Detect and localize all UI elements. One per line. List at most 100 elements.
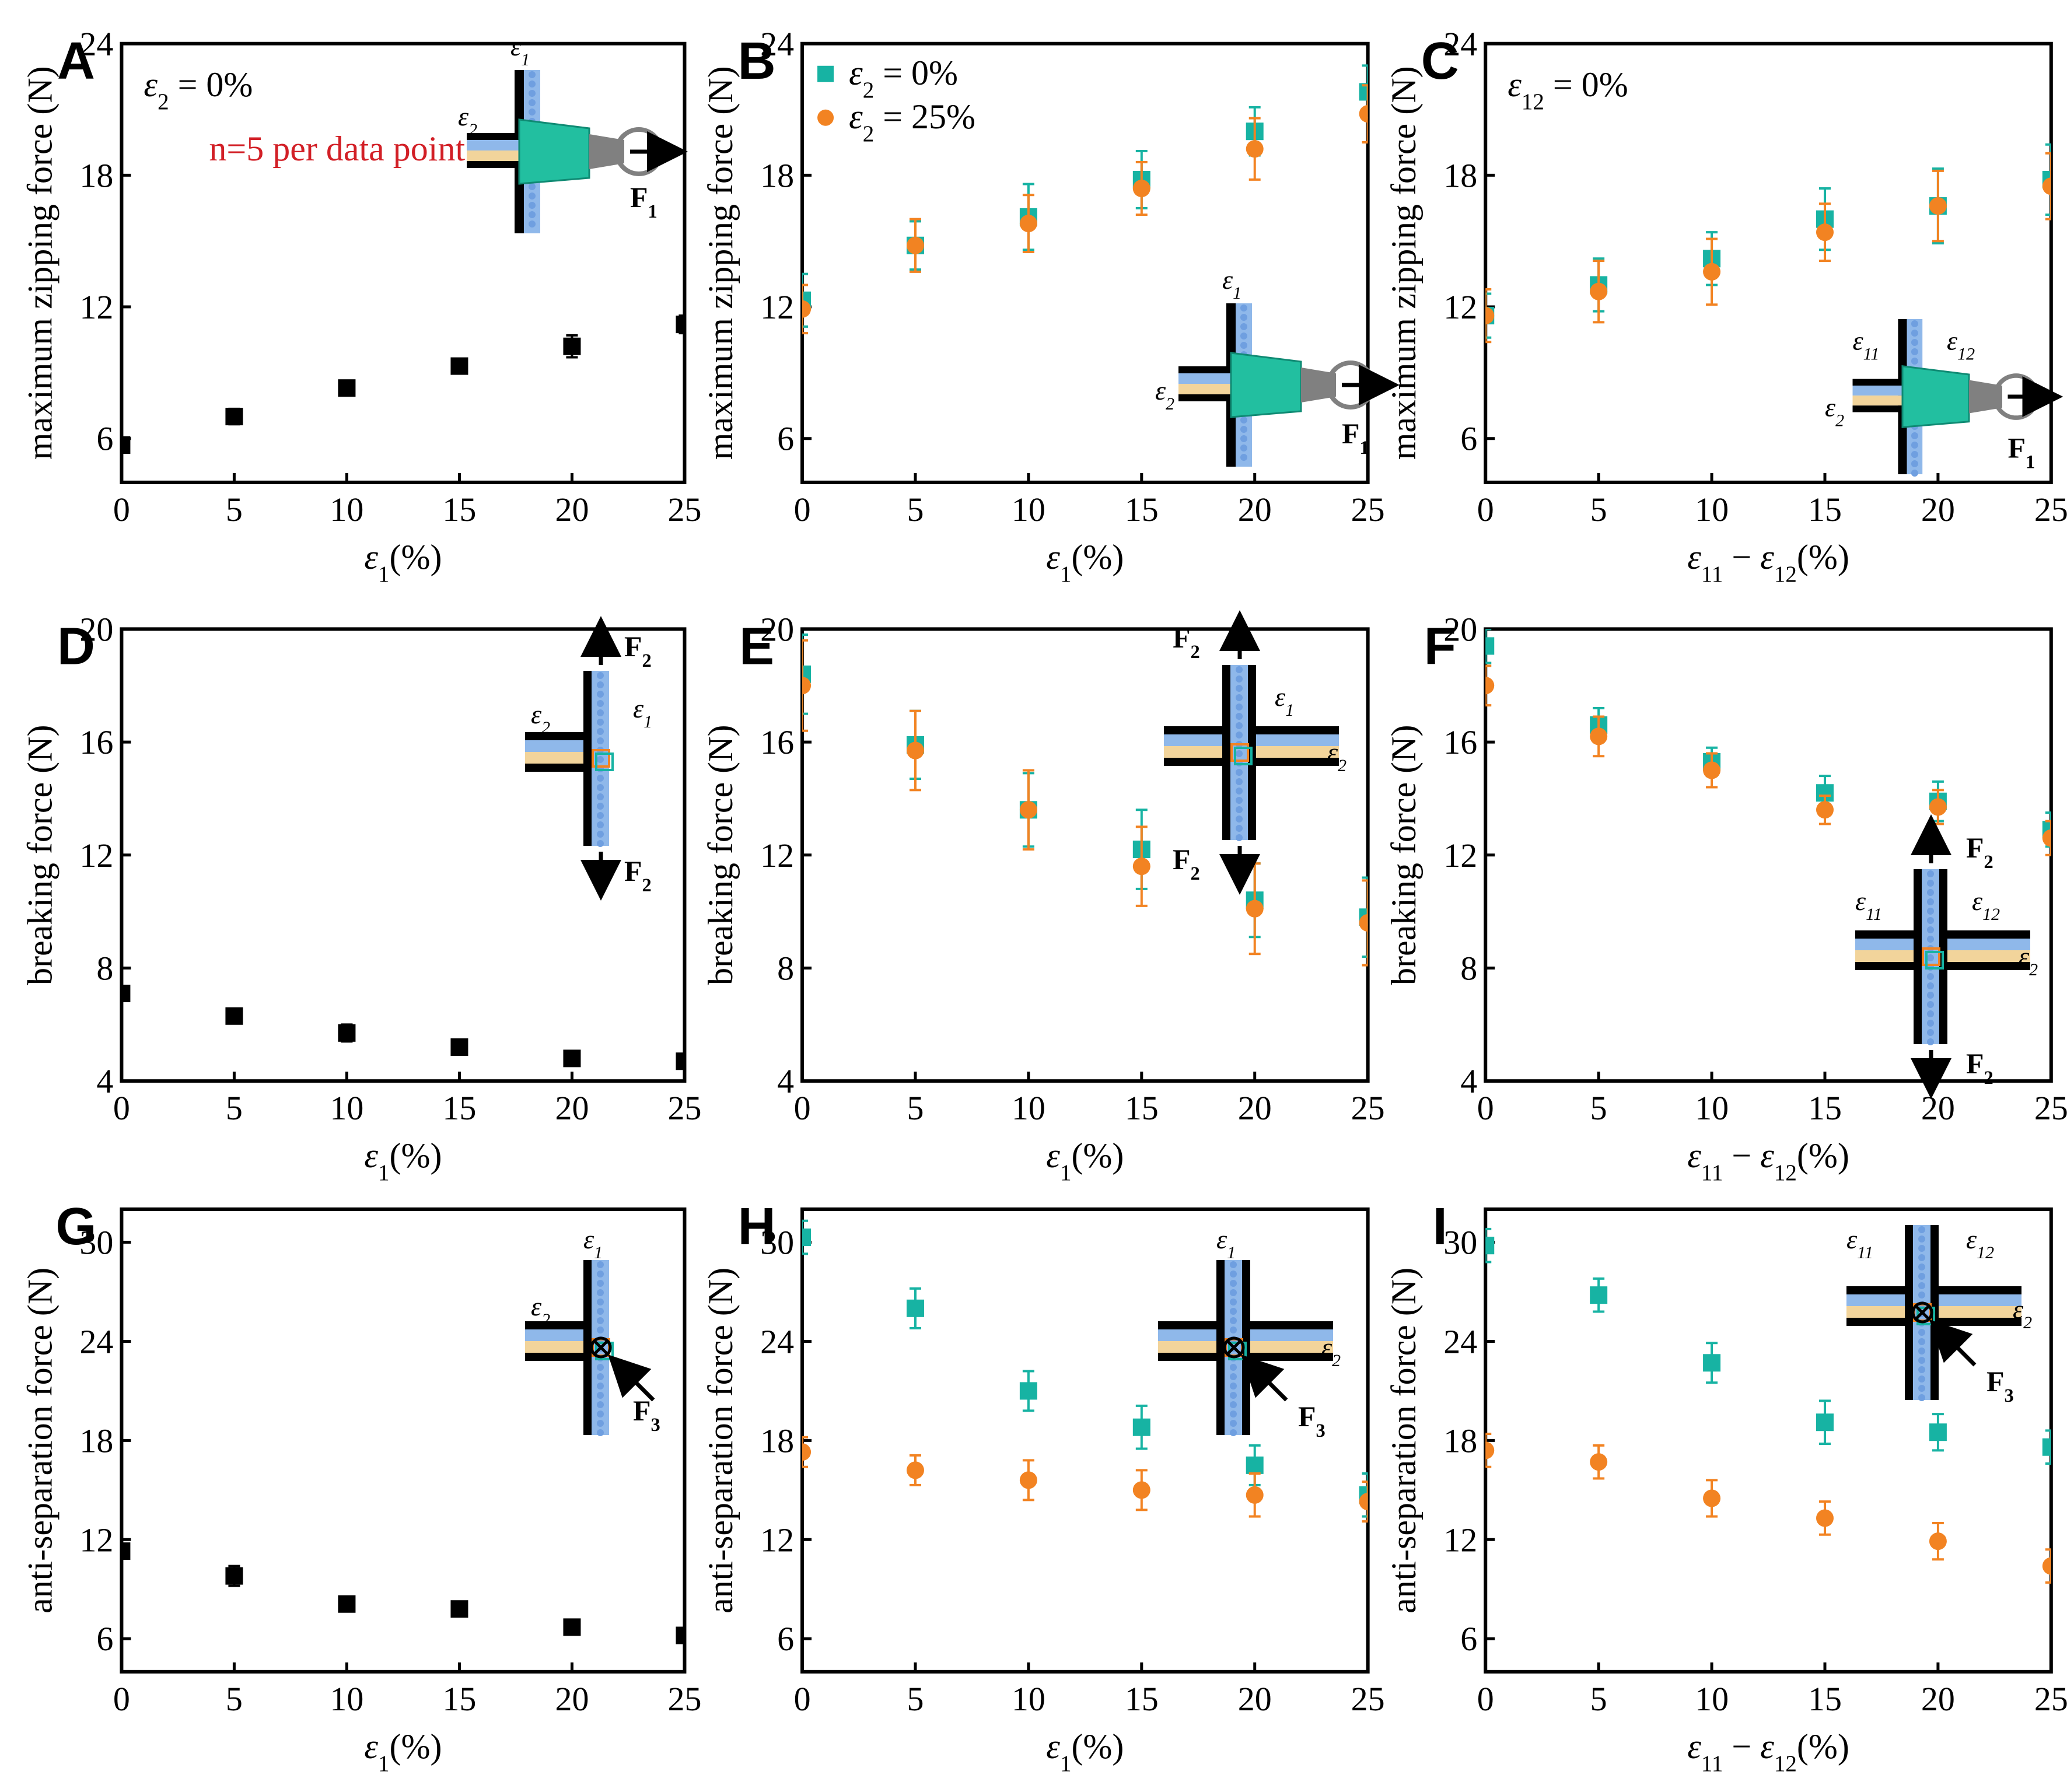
error-bar — [2045, 811, 2051, 848]
panel-B: 0 5 10 15 20 25 6 12 18 24 ε1(%) maximum zipping fo… — [701, 25, 1385, 587]
data-point — [906, 1461, 924, 1479]
series-circle — [1485, 664, 2051, 856]
y-tick-label: 8 — [96, 949, 113, 987]
data-point — [1019, 801, 1037, 819]
x-tick-label: 0 — [1477, 491, 1494, 528]
inset-eps12: ε12 — [1966, 1224, 1994, 1262]
y-tick-label: 20 — [79, 610, 113, 648]
y-tick-label: 6 — [96, 1620, 113, 1658]
y-tick-label: 30 — [79, 1224, 113, 1262]
y-tick-label: 18 — [760, 1422, 794, 1460]
x-tick-label: 10 — [1012, 491, 1045, 528]
x-tick-label: 10 — [1012, 1680, 1045, 1718]
x-tick-label: 15 — [1125, 491, 1159, 528]
legend-marker — [817, 65, 834, 82]
panel-I: 0 5 10 15 20 25 6 12 18 24 30 ε11 − ε12(%) anti-sepa… — [1384, 1198, 2067, 1776]
panel-F: 0 5 10 15 20 25 4 8 12 16 20 ε11 − ε12(%) breaking f… — [1384, 610, 2067, 1185]
y-tick-label: 16 — [79, 723, 113, 761]
inset-force-f2-bottom: F2 — [1173, 843, 1200, 884]
y-tick-label: 18 — [79, 156, 113, 194]
x-tick-label: 25 — [1351, 491, 1385, 528]
inset-force-f3: F3 — [1986, 1365, 2014, 1406]
y-tick-label: 8 — [1460, 949, 1477, 987]
error-bar — [2045, 1429, 2051, 1465]
x-tick-label: 0 — [1477, 1680, 1494, 1718]
x-tick-label: 10 — [330, 1089, 363, 1127]
error-bar — [802, 1219, 809, 1255]
panel-annotation: ε12 = 0% — [1508, 65, 1628, 114]
data-point — [676, 1052, 685, 1070]
y-tick-label: 18 — [1443, 1422, 1477, 1460]
x-axis-title: ε11 − ε12(%) — [1687, 1727, 1849, 1776]
series-circle — [802, 84, 1368, 335]
y-axis-title: breaking force (N) — [701, 725, 740, 985]
inset-eps2: ε2 — [2019, 942, 2038, 979]
data-point — [1590, 727, 1608, 746]
data-point — [338, 379, 356, 397]
series-square — [1485, 1227, 2051, 1465]
slider-body — [518, 118, 590, 185]
x-tick-label: 0 — [794, 1680, 811, 1718]
data-point — [1019, 1382, 1037, 1400]
x-axis-title: ε1(%) — [1046, 1727, 1124, 1776]
data-layer — [1485, 1227, 2051, 1584]
data-point — [2042, 1557, 2051, 1575]
x-axis-title: ε1(%) — [1046, 538, 1124, 587]
y-tick-label: 18 — [1443, 156, 1477, 194]
inset-force-f2-top: F2 — [1966, 831, 1993, 873]
x-axis-title: ε11 − ε12(%) — [1687, 538, 1849, 587]
data-point — [802, 677, 812, 695]
x-tick-label: 15 — [442, 1089, 476, 1127]
panel-D: 0 5 10 15 20 25 4 8 12 16 20 ε1(%) breaking force (N… — [20, 610, 701, 1185]
y-tick-label: 24 — [79, 1322, 113, 1360]
panel-E: 0 5 10 15 20 25 4 8 12 16 20 ε1(%) breaking force (N… — [701, 610, 1385, 1185]
zipper-inset: ε1 ε2 F1 — [1155, 265, 1400, 467]
data-point — [338, 1024, 356, 1042]
legend-label: ε2 = 0% — [849, 54, 958, 103]
x-tick-label: 0 — [794, 1089, 811, 1127]
y-tick-label: 12 — [1443, 288, 1477, 326]
inset-eps11: ε11 — [1855, 886, 1882, 924]
y-tick-label: 12 — [760, 1521, 794, 1559]
x-tick-label: 5 — [1590, 491, 1607, 528]
data-point — [563, 1049, 581, 1068]
y-tick-label: 6 — [777, 420, 794, 458]
data-point — [1485, 307, 1495, 325]
error-bar — [1362, 876, 1368, 958]
data-point — [1132, 1418, 1150, 1436]
inset-eps1: ε1 — [1216, 1224, 1236, 1262]
y-tick-label: 12 — [79, 836, 113, 874]
data-point — [1590, 1286, 1608, 1304]
data-point — [676, 316, 685, 334]
data-point — [121, 985, 131, 1003]
x-tick-label: 5 — [1590, 1680, 1607, 1718]
data-point — [225, 1007, 243, 1025]
x-tick-label: 15 — [1125, 1089, 1159, 1127]
y-axis-title: maximum zipping force (N) — [701, 66, 740, 460]
data-point — [1929, 1423, 1947, 1441]
plot-frame — [1484, 41, 2053, 484]
x-tick-label: 15 — [1125, 1680, 1159, 1718]
y-tick-label: 18 — [760, 156, 794, 194]
y-tick-label: 24 — [760, 25, 794, 63]
x-tick-label: 25 — [1351, 1680, 1385, 1718]
x-axis-title: ε11 − ε12(%) — [1687, 1136, 1849, 1185]
y-tick-label: 12 — [79, 1521, 113, 1559]
data-point — [225, 1567, 243, 1585]
x-tick-label: 20 — [555, 1089, 589, 1127]
data-layer — [1485, 629, 2051, 856]
data-layer — [121, 985, 685, 1070]
data-point — [1359, 1493, 1368, 1511]
plot-frame — [800, 1207, 1370, 1674]
panel-letter: E — [739, 617, 774, 676]
panel-letter: G — [55, 1198, 96, 1256]
y-tick-label: 16 — [1443, 723, 1477, 761]
inset-eps1: ε1 — [1275, 682, 1294, 720]
data-layer — [121, 314, 685, 454]
data-point — [1703, 1489, 1721, 1507]
data-point — [1246, 1486, 1264, 1504]
y-tick-label: 24 — [79, 25, 113, 63]
y-tick-label: 24 — [1443, 25, 1477, 63]
error-bar — [1362, 84, 1368, 144]
x-axis-title: ε1(%) — [364, 538, 442, 587]
